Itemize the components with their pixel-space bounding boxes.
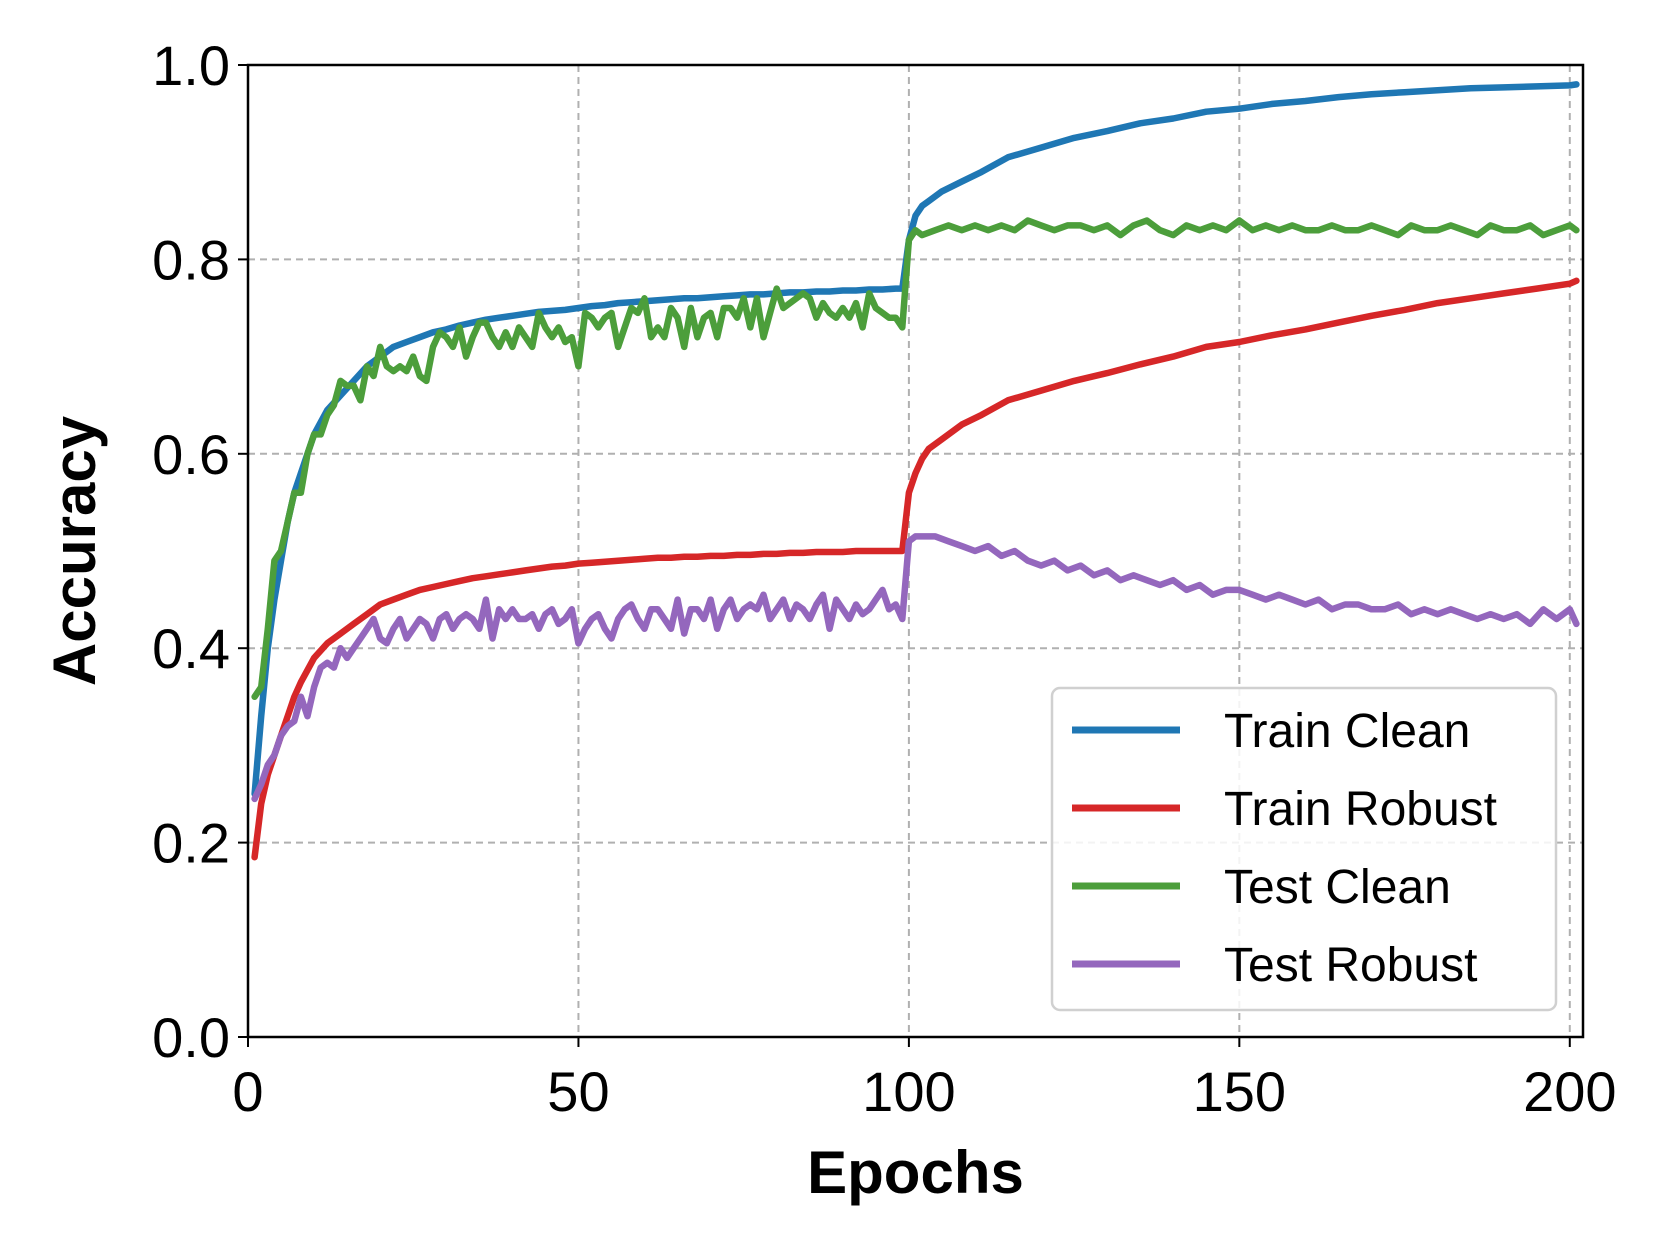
y-tick-label: 0.0 <box>152 1006 230 1069</box>
series-line-test-clean <box>251 217 1580 701</box>
x-tick-label: 200 <box>1523 1060 1616 1123</box>
x-axis-label: Epochs <box>807 1139 1024 1206</box>
y-tick-label: 0.8 <box>152 228 230 291</box>
x-tick-label: 100 <box>862 1060 955 1123</box>
x-tick-label: 50 <box>547 1060 609 1123</box>
y-tick-label: 1.0 <box>152 34 230 97</box>
axis-ticks: 0 50 100 150 200 0.0 0.2 0.4 0.6 0.8 1.0 <box>152 34 1616 1123</box>
data-series <box>251 81 1580 861</box>
legend-label-train-clean: Train Clean <box>1224 705 1470 758</box>
y-axis-label: Accuracy <box>41 415 108 686</box>
x-tick-label: 150 <box>1193 1060 1286 1123</box>
plot-area-frame <box>246 63 1585 1039</box>
legend-box <box>1050 686 1558 1012</box>
series-line-train-robust <box>251 277 1580 861</box>
series-line-test-robust <box>251 533 1580 803</box>
legend-label-test-robust: Test Robust <box>1224 939 1477 992</box>
x-tick-label: 0 <box>232 1060 263 1123</box>
legend: Train Clean Train Robust Test Clean Test Ro… <box>1050 686 1558 1012</box>
y-tick-label: 0.6 <box>152 423 230 486</box>
legend-label-test-clean: Test Clean <box>1224 861 1451 914</box>
y-tick-label: 0.4 <box>152 617 230 680</box>
y-tick-label: 0.2 <box>152 812 230 875</box>
legend-label-train-robust: Train Robust <box>1224 783 1497 836</box>
